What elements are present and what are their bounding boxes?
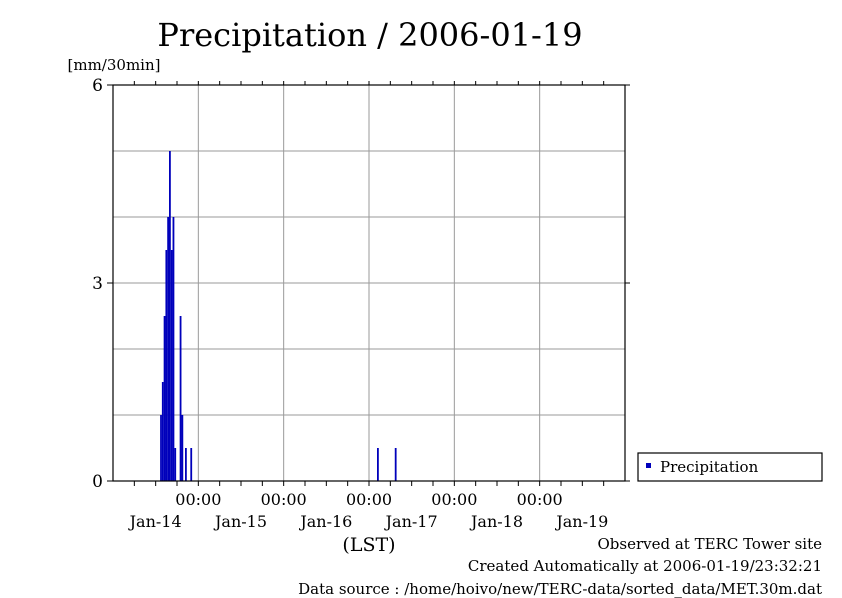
- data-source-note: Data source : /home/hoivo/new/TERC-data/…: [298, 580, 822, 598]
- precipitation-bar: [377, 448, 379, 481]
- precipitation-bar: [160, 415, 162, 481]
- precipitation-bar: [169, 151, 171, 481]
- grid-layer: [113, 85, 625, 481]
- x-tick-time-label: 00:00: [517, 490, 563, 509]
- precipitation-bar: [190, 448, 193, 481]
- legend-swatch: [646, 463, 651, 468]
- legend: Precipitation: [637, 452, 823, 482]
- precipitation-bar: [165, 250, 168, 481]
- x-tick-time-label: 00:00: [175, 490, 221, 509]
- x-tick-date-label: Jan-17: [384, 512, 438, 531]
- legend-box: [637, 452, 823, 482]
- x-tick-date-label: Jan-19: [554, 512, 608, 531]
- x-axis-label: (LST): [342, 534, 395, 556]
- y-axis-label: [mm/30min]: [68, 56, 161, 74]
- precipitation-bar: [174, 448, 177, 481]
- precipitation-bar: [167, 217, 170, 481]
- precipitation-bar: [394, 448, 397, 481]
- x-tick-date-label: Jan-18: [469, 512, 523, 531]
- observed-note: Observed at TERC Tower site: [597, 535, 822, 553]
- y-tick-label: 0: [92, 472, 103, 492]
- bars-layer: [160, 151, 397, 481]
- x-tick-time-label: 00:00: [431, 490, 477, 509]
- precipitation-bar: [163, 316, 166, 481]
- x-tick-time-label: 00:00: [346, 490, 392, 509]
- precipitation-bar: [179, 316, 182, 481]
- created-note: Created Automatically at 2006-01-19/23:3…: [467, 557, 822, 575]
- precipitation-bar: [181, 415, 184, 481]
- axes-layer: 0 3 6 00:00 00:00 00:00 00:00 00:00 Jan-14 Jan-15…: [92, 76, 630, 531]
- x-tick-time-label: 00:00: [261, 490, 307, 509]
- x-tick-date-label: Jan-15: [213, 512, 267, 531]
- chart-title: Precipitation / 2006-01-19: [157, 16, 582, 54]
- x-tick-date-label: Jan-16: [298, 512, 352, 531]
- precipitation-bar: [185, 448, 187, 481]
- y-tick-label: 6: [92, 76, 103, 96]
- precipitation-bar: [170, 250, 173, 481]
- y-tick-label: 3: [92, 274, 103, 294]
- precipitation-bar: [161, 382, 164, 481]
- legend-entry: Precipitation: [660, 458, 759, 476]
- precipitation-bar: [172, 217, 175, 481]
- x-tick-date-label: Jan-14: [128, 512, 182, 531]
